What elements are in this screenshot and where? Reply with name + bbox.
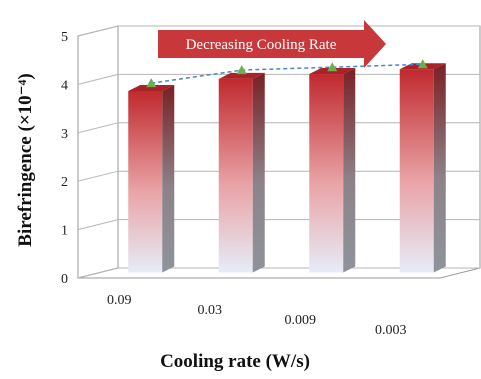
data-marker: [236, 65, 247, 75]
bar-side: [433, 63, 446, 273]
chart-text: 0 1 2 3 4 5 0.09 0.03 0.009 0.003 Decreasing Cooli…: [15, 30, 407, 372]
annotation-text: Decreasing Cooling Rate: [186, 37, 337, 53]
data-marker: [146, 78, 157, 88]
bar-side: [252, 72, 265, 273]
y-tick-label: 2: [61, 175, 68, 190]
trend-dashed-line: [151, 63, 423, 84]
y-tick-label: 4: [61, 78, 68, 93]
bar-front: [399, 69, 434, 273]
bar-side: [162, 85, 175, 273]
side-wall: [77, 25, 119, 279]
gridline-side: [77, 170, 119, 182]
bar-top: [128, 85, 175, 91]
trend-line: [146, 59, 428, 88]
gridline-side: [77, 25, 119, 37]
bar-top: [218, 72, 265, 79]
bars: [128, 63, 446, 273]
y-tick-label: 1: [61, 224, 68, 239]
x-tick-label: 0.009: [285, 313, 317, 328]
gridline-side: [77, 122, 119, 134]
bar-front: [128, 91, 163, 273]
y-axis-label: Birefringence (×10⁻⁴): [15, 73, 36, 246]
y-tick-label: 0: [61, 272, 68, 287]
gridline-side: [77, 267, 119, 279]
x-tick-label: 0.03: [198, 303, 223, 318]
annotation-arrow: [158, 20, 386, 68]
x-axis-label: Cooling rate (W/s): [160, 351, 310, 372]
data-marker: [417, 59, 428, 69]
x-tick-label: 0.09: [107, 293, 132, 308]
y-tick-label: 3: [61, 127, 68, 142]
gridline-side: [77, 219, 119, 231]
gridline-side: [77, 73, 119, 85]
data-marker: [327, 62, 338, 72]
annotation-arrow-shape: [158, 20, 386, 68]
bar-front: [309, 74, 344, 273]
y-tick-label: 5: [61, 30, 68, 45]
bar-side: [343, 68, 356, 273]
x-tick-label: 0.003: [375, 323, 407, 338]
bar-front: [218, 78, 253, 273]
plot-frame: [77, 25, 481, 279]
